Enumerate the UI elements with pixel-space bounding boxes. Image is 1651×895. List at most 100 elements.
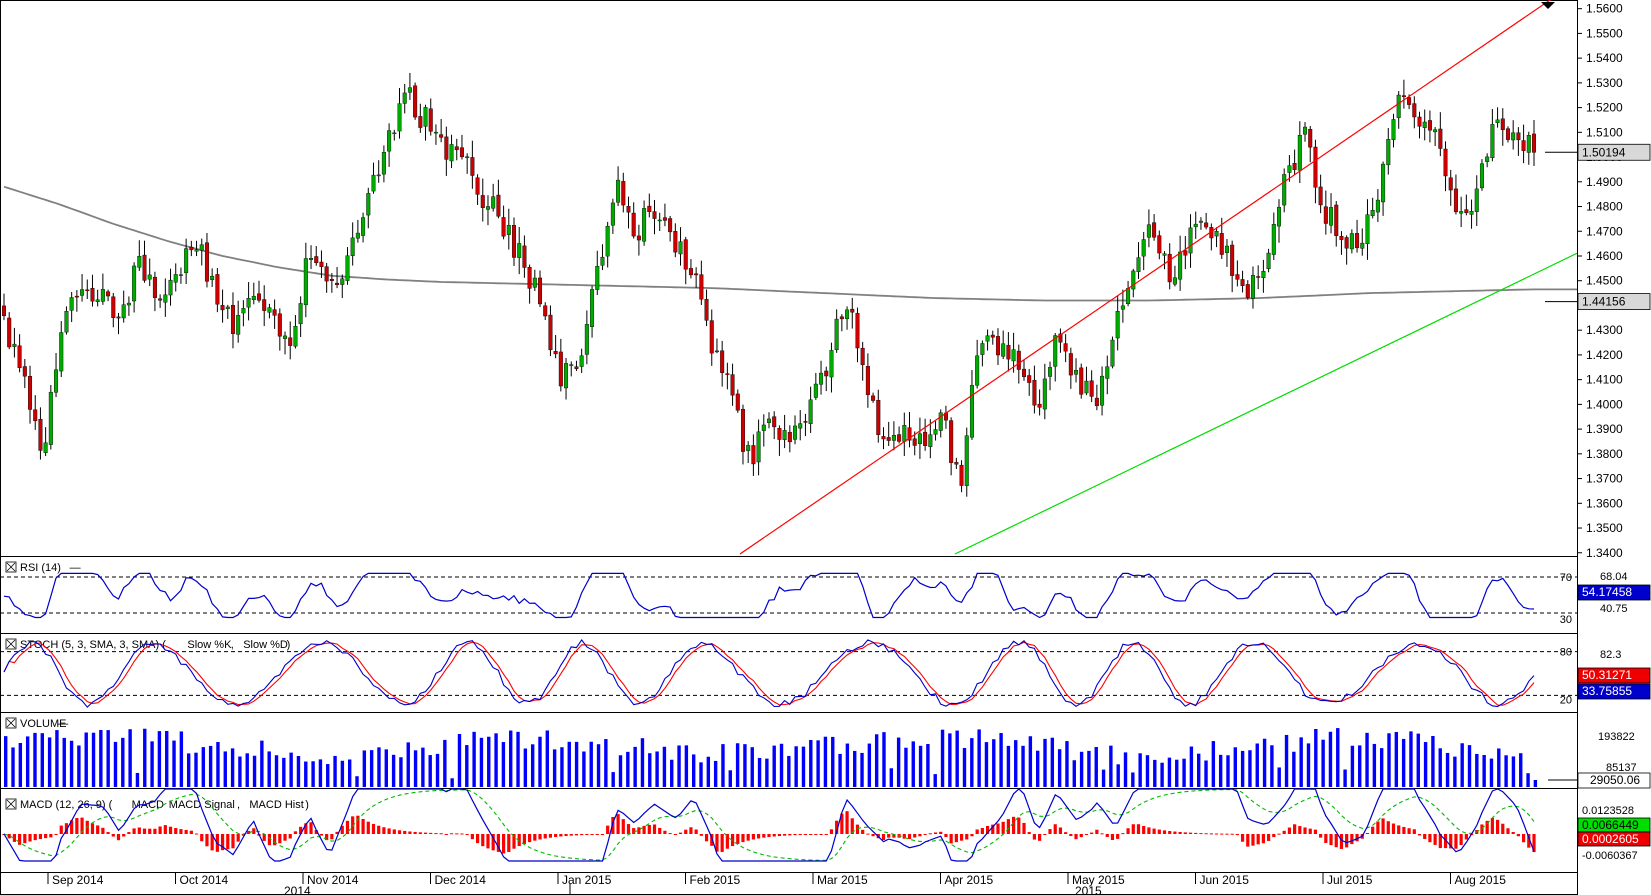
- volume-bar: [721, 744, 725, 787]
- volume-legend-swatch: —: [57, 718, 68, 730]
- macd-hist-bar: [1225, 833, 1229, 835]
- volume-bar: [1101, 769, 1106, 787]
- candle-body: [1167, 253, 1172, 283]
- volume-bar: [267, 751, 271, 787]
- macd-hist-bar: [132, 828, 136, 834]
- macd-hist-bar: [200, 834, 204, 842]
- candle-body: [439, 134, 444, 138]
- stoch-legend-d: Slow %D: [243, 639, 288, 651]
- macd-hist-bar: [1022, 822, 1026, 834]
- candle-body: [912, 438, 917, 446]
- macd-hist-bar: [1272, 834, 1276, 838]
- candle-body: [1282, 174, 1287, 206]
- candle-body: [512, 225, 517, 258]
- candle-body: [860, 347, 865, 366]
- macd-hist-bar: [1381, 818, 1385, 834]
- candle-body: [381, 152, 386, 175]
- volume-bar: [128, 729, 132, 787]
- candle-body: [309, 258, 314, 260]
- macd-hist-bar: [1532, 834, 1536, 853]
- candle-body: [1375, 199, 1380, 213]
- volume-bar: [450, 778, 454, 787]
- stoch-level-label-20: 20: [1560, 694, 1572, 706]
- candle-body: [1526, 135, 1531, 153]
- volume-bar: [823, 736, 828, 787]
- macd-hist-bar: [1277, 833, 1281, 835]
- macd-hist-bar: [314, 830, 318, 834]
- macd-hist-bar: [1485, 820, 1489, 834]
- candle-body: [1360, 242, 1365, 249]
- candle-body: [871, 395, 876, 401]
- macd-hist-bar: [174, 828, 178, 834]
- macd-hist-bar: [122, 834, 126, 837]
- candle-body: [657, 219, 662, 222]
- candle-body: [501, 217, 506, 237]
- candle-body: [204, 242, 209, 282]
- macd-hist-bar: [1173, 831, 1177, 834]
- macd-hist-bar: [704, 834, 709, 842]
- volume-bar: [1467, 745, 1472, 787]
- volume-bar: [1021, 745, 1025, 787]
- year-label: 2014: [284, 884, 311, 895]
- stoch-d-label: 50.31271: [1582, 668, 1632, 682]
- volume-bar: [1489, 758, 1494, 787]
- candle-body: [928, 434, 933, 447]
- candle-body: [1224, 245, 1229, 253]
- price-tick-label: 1.3400: [1586, 546, 1623, 560]
- candle-body: [600, 256, 605, 266]
- volume-bar: [289, 752, 293, 787]
- macd-hist-bar: [1417, 834, 1422, 836]
- candle-body: [257, 293, 262, 301]
- candle-body: [605, 225, 610, 257]
- macd-hist-bar: [699, 834, 703, 836]
- volume-bar: [113, 741, 118, 787]
- candle-body: [532, 277, 537, 288]
- macd-hist-bar: [371, 823, 376, 834]
- volume-bar: [670, 759, 674, 787]
- candle-body: [288, 337, 293, 346]
- candle-body: [147, 274, 152, 280]
- candle-body: [569, 364, 574, 366]
- macd-hist-bar: [1157, 829, 1161, 834]
- volume-bar: [369, 750, 374, 787]
- ma-value-tag-box: [1577, 293, 1651, 310]
- macd-hist-bar: [137, 827, 141, 834]
- candle-body: [610, 202, 615, 226]
- macd-hist-bar: [564, 834, 568, 837]
- candle-body: [1126, 288, 1131, 305]
- macd-hist-bar: [741, 834, 745, 843]
- price-tick-label: 1.5500: [1586, 26, 1623, 40]
- macd-hist-bar: [241, 834, 245, 836]
- macd-hist-bar: [543, 834, 547, 839]
- scroll-marker-icon[interactable]: [1541, 2, 1555, 9]
- macd-hist-bar: [1261, 834, 1265, 844]
- macd-hist-bar: [1214, 833, 1219, 835]
- month-label: Aug 2015: [1455, 873, 1507, 887]
- macd-hist-bar: [439, 833, 443, 835]
- volume-bar: [47, 737, 52, 787]
- candle-body: [251, 295, 256, 300]
- macd-hist-bar: [455, 833, 459, 835]
- volume-bar: [1533, 780, 1538, 787]
- macd-hist-bar: [1495, 819, 1500, 834]
- macd-hist-bar: [142, 828, 147, 834]
- volume-bar: [33, 732, 37, 787]
- macd-hist-bar: [1391, 823, 1396, 834]
- price-tick-label: 1.3700: [1586, 472, 1623, 486]
- macd-hist-bar: [101, 827, 105, 834]
- candle-body: [1053, 335, 1058, 367]
- candle-body: [100, 289, 105, 302]
- candle-body: [881, 436, 886, 440]
- macd-hist-bar: [335, 831, 339, 834]
- macd-hist-bar: [1308, 828, 1312, 834]
- macd-hist-bar: [1152, 828, 1156, 834]
- macd-hist-bar: [528, 834, 532, 843]
- candle-body: [787, 431, 792, 443]
- candle-body: [990, 334, 995, 338]
- volume-bar: [633, 746, 637, 787]
- volume-bar: [1248, 750, 1252, 787]
- candle-body: [1474, 188, 1479, 212]
- volume-bar: [384, 749, 388, 787]
- candle-body: [740, 408, 745, 452]
- volume-bar: [84, 732, 88, 787]
